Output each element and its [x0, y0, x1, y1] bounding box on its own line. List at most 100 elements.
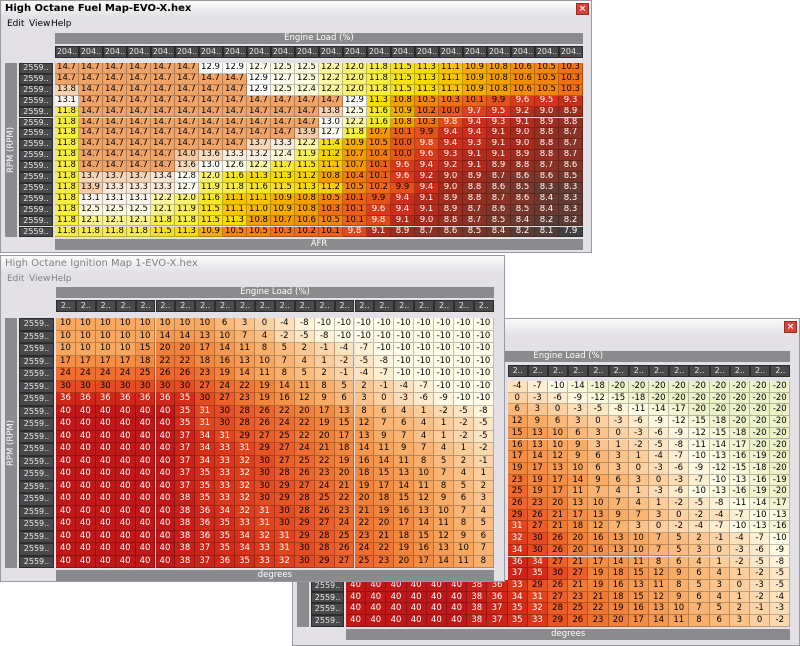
map-cell[interactable]: 40 — [115, 555, 136, 568]
map-cell[interactable]: 40 — [75, 430, 96, 443]
map-cell[interactable]: -20 — [729, 416, 750, 428]
map-cell[interactable]: -6 — [548, 392, 569, 405]
map-cell[interactable]: 8.4 — [535, 204, 559, 216]
map-cell[interactable]: 3 — [649, 509, 670, 522]
menu-item[interactable]: Edit — [7, 274, 25, 284]
map-cell[interactable]: 13.3 — [223, 150, 247, 162]
map-cell[interactable]: 19 — [527, 474, 548, 487]
map-cell[interactable]: 17 — [195, 343, 216, 356]
map-cell[interactable]: 11.8 — [55, 161, 79, 172]
map-cell[interactable]: 25 — [334, 530, 355, 543]
map-cell[interactable]: -20 — [750, 404, 771, 417]
map-cell[interactable]: 36 — [135, 393, 156, 406]
map-cell[interactable]: -4 — [689, 521, 710, 534]
map-cell[interactable]: 12.9 — [223, 63, 247, 74]
map-cell[interactable]: 14.7 — [127, 161, 151, 172]
map-cell[interactable]: 10 — [56, 318, 76, 331]
map-cell[interactable]: -2 — [334, 355, 355, 368]
map-cell[interactable]: -20 — [729, 381, 750, 393]
map-cell[interactable]: 25 — [507, 486, 528, 498]
map-cell[interactable]: 35 — [195, 480, 216, 493]
map-cell[interactable]: 14.7 — [103, 106, 127, 118]
map-cell[interactable]: 16 — [588, 544, 609, 557]
map-cell[interactable]: -2 — [689, 509, 710, 522]
map-cell[interactable]: 31 — [215, 430, 236, 443]
map-cell[interactable]: 11.8 — [367, 84, 391, 96]
map-cell[interactable]: 27 — [255, 430, 275, 443]
map-cell[interactable]: 34 — [195, 443, 216, 456]
map-cell[interactable]: -10 — [434, 330, 454, 343]
map-cell[interactable]: -7 — [709, 521, 730, 534]
menu-item[interactable]: View — [29, 274, 51, 284]
map-cell[interactable]: 9.0 — [511, 128, 535, 140]
map-cell[interactable]: 14.7 — [223, 117, 247, 129]
map-cell[interactable]: 40 — [56, 518, 76, 531]
map-cell[interactable]: 31 — [235, 443, 255, 456]
map-cell[interactable]: 33 — [527, 615, 548, 627]
map-cell[interactable]: 6 — [568, 427, 589, 440]
map-cell[interactable]: 9.4 — [391, 193, 415, 205]
map-cell[interactable]: 10 — [135, 330, 156, 343]
map-cell[interactable]: 1 — [434, 430, 454, 443]
map-cell[interactable]: 23 — [235, 393, 255, 406]
map-cell[interactable]: 14.7 — [103, 63, 127, 74]
menu-item[interactable]: Help — [51, 274, 72, 284]
map-cell[interactable]: 12 — [548, 451, 569, 463]
map-cell[interactable]: 40 — [135, 480, 156, 493]
map-cell[interactable]: 14.7 — [79, 117, 103, 129]
map-cell[interactable]: 12.7 — [319, 128, 343, 140]
map-cell[interactable]: 12.2 — [247, 161, 271, 172]
map-cell[interactable]: 8.9 — [559, 106, 583, 118]
map-cell[interactable]: -11 — [628, 404, 649, 417]
map-cell[interactable]: -5 — [473, 430, 494, 443]
map-cell[interactable]: -19 — [770, 474, 791, 487]
map-cell[interactable]: 19 — [334, 455, 355, 468]
map-cell[interactable]: -5 — [454, 405, 474, 418]
map-cell[interactable]: 30 — [215, 405, 236, 418]
map-cell[interactable]: 9.1 — [487, 128, 511, 140]
map-cell[interactable]: 9 — [527, 416, 548, 428]
map-cell[interactable]: 14.7 — [175, 106, 199, 118]
map-cell[interactable]: 0 — [588, 416, 609, 428]
map-cell[interactable]: 15 — [628, 568, 649, 580]
map-cell[interactable]: -7 — [689, 474, 710, 487]
map-cell[interactable]: 8.3 — [559, 182, 583, 194]
map-cell[interactable]: 11.8 — [55, 128, 79, 140]
map-cell[interactable]: 32 — [235, 493, 255, 506]
map-cell[interactable]: 10 — [135, 318, 156, 331]
map-cell[interactable]: 13 — [235, 355, 255, 368]
map-cell[interactable]: 10.1 — [367, 161, 391, 172]
map-cell[interactable]: 33 — [255, 555, 275, 568]
map-cell[interactable]: -3 — [669, 474, 690, 487]
map-cell[interactable]: 9.4 — [439, 139, 463, 151]
map-cell[interactable]: 9.6 — [391, 172, 415, 183]
map-cell[interactable]: 14.7 — [223, 106, 247, 118]
map-cell[interactable]: 23 — [354, 530, 375, 543]
map-cell[interactable]: -10 — [473, 318, 494, 331]
map-cell[interactable]: -4 — [274, 318, 295, 331]
map-cell[interactable]: 11 — [414, 480, 435, 493]
map-cell[interactable]: 12.4 — [271, 150, 295, 162]
map-cell[interactable]: 37 — [175, 455, 196, 468]
map-cell[interactable]: 10.0 — [391, 139, 415, 151]
map-cell[interactable]: 12.5 — [295, 73, 319, 85]
map-cell[interactable]: 36 — [95, 393, 116, 406]
map-cell[interactable]: 14.7 — [127, 84, 151, 96]
map-cell[interactable]: 4 — [473, 505, 494, 518]
map-cell[interactable]: 5 — [434, 455, 454, 468]
map-cell[interactable]: 26 — [568, 615, 589, 627]
map-cell[interactable]: 40 — [135, 443, 156, 456]
map-cell[interactable]: -13 — [770, 509, 791, 522]
map-cell[interactable]: 10.0 — [391, 150, 415, 162]
map-cell[interactable]: -15 — [729, 462, 750, 475]
map-cell[interactable]: 9.6 — [367, 204, 391, 216]
map-cell[interactable]: 8.3 — [559, 204, 583, 216]
map-cell[interactable]: 40 — [56, 443, 76, 456]
map-cell[interactable]: 24 — [274, 418, 295, 431]
map-cell[interactable]: 40 — [75, 418, 96, 431]
map-cell[interactable]: 1 — [608, 439, 629, 452]
map-cell[interactable]: 10.8 — [295, 193, 319, 205]
map-cell[interactable]: 20 — [155, 343, 176, 356]
map-cell[interactable]: 13.1 — [79, 193, 103, 205]
map-cell[interactable]: 34 — [235, 530, 255, 543]
